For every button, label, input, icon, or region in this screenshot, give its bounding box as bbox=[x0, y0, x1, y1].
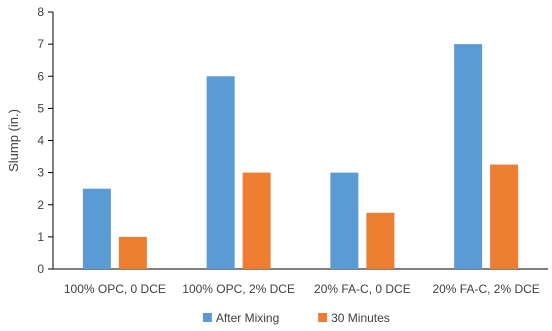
bar-after-mixing bbox=[206, 76, 235, 269]
y-tick-label: 5 bbox=[37, 101, 44, 115]
legend-label: 30 Minutes bbox=[331, 311, 390, 325]
y-tick-label: 7 bbox=[37, 37, 44, 51]
y-tick-label: 3 bbox=[37, 166, 44, 180]
bar-30-minutes bbox=[490, 164, 519, 269]
y-tick-label: 8 bbox=[37, 5, 44, 19]
y-tick-label: 0 bbox=[37, 262, 44, 276]
x-tick-label: 100% OPC, 2% DCE bbox=[182, 282, 295, 296]
bar-after-mixing bbox=[82, 188, 111, 269]
legend-label: After Mixing bbox=[216, 311, 279, 325]
legend-swatch bbox=[318, 313, 328, 322]
bars bbox=[82, 44, 519, 269]
x-tick-label: 20% FA-C, 0 DCE bbox=[314, 282, 411, 296]
bar-30-minutes bbox=[118, 236, 147, 269]
y-tick-label: 6 bbox=[37, 69, 44, 83]
y-ticks: 0 1 2 3 4 5 6 7 8 bbox=[37, 5, 53, 276]
x-tick-label: 20% FA-C, 2% DCE bbox=[432, 282, 539, 296]
x-tick-label: 100% OPC, 0 DCE bbox=[64, 282, 166, 296]
bar-after-mixing bbox=[454, 44, 483, 269]
y-axis-title: Slump (in.) bbox=[6, 109, 21, 172]
legend-swatch bbox=[202, 313, 212, 322]
y-tick-label: 4 bbox=[37, 134, 44, 148]
y-tick-label: 1 bbox=[37, 230, 44, 244]
y-axis: 0 1 2 3 4 5 6 7 8 bbox=[37, 5, 54, 276]
x-axis: 100% OPC, 0 DCE 100% OPC, 2% DCE 20% FA-C,… bbox=[53, 268, 548, 296]
x-category-labels: 100% OPC, 0 DCE 100% OPC, 2% DCE 20% FA-C,… bbox=[64, 282, 540, 296]
bar-30-minutes bbox=[242, 172, 271, 269]
bar-after-mixing bbox=[330, 172, 359, 269]
y-tick-label: 2 bbox=[37, 198, 44, 212]
legend: After Mixing 30 Minutes bbox=[202, 311, 390, 325]
bar-30-minutes bbox=[366, 212, 395, 269]
